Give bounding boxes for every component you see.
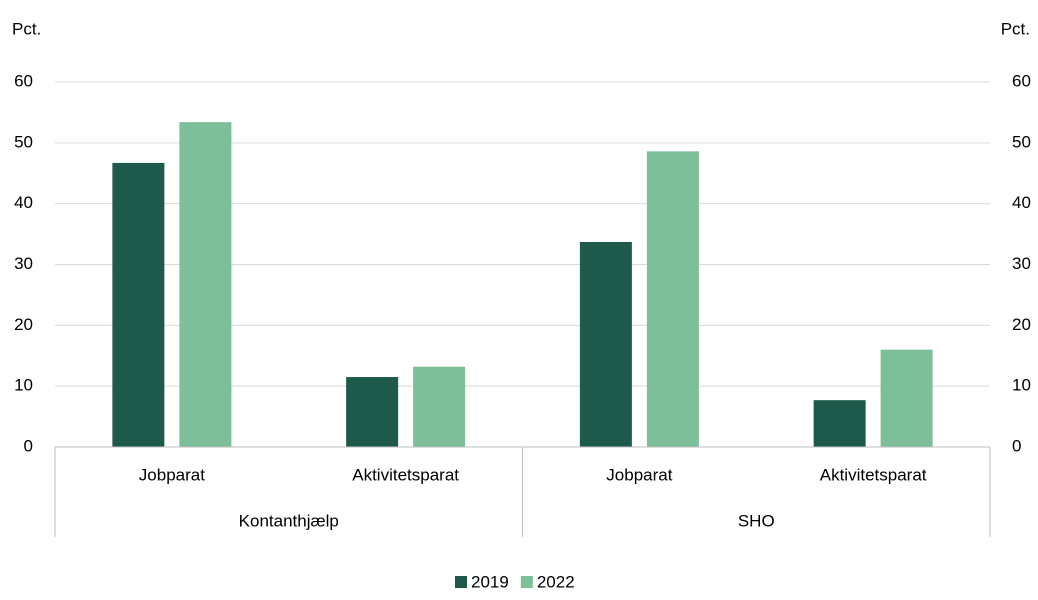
bar	[646, 151, 699, 447]
y-tick-label: 60	[14, 71, 33, 90]
y2-tick-label: 30	[1012, 254, 1031, 273]
y2-tick-label: 50	[1012, 132, 1031, 151]
y-tick-label: 40	[14, 193, 33, 212]
bar	[880, 349, 933, 447]
legend-label: 2019	[471, 572, 509, 591]
bar	[112, 162, 165, 448]
x-tick-label: Aktivitetsparat	[352, 465, 459, 484]
group-label: SHO	[738, 511, 775, 530]
y-tick-label: 10	[14, 376, 33, 395]
y2-tick-label: 20	[1012, 315, 1031, 334]
y-tick-label: 30	[14, 254, 33, 273]
y-tick-label: 0	[24, 436, 33, 455]
bar	[179, 122, 232, 448]
y2-tick-label: 40	[1012, 193, 1031, 212]
y-tick-label: 50	[14, 132, 33, 151]
y2-tick-label: 0	[1012, 436, 1021, 455]
legend-swatch	[520, 576, 533, 588]
x-tick-label: Aktivitetsparat	[820, 465, 927, 484]
y2-tick-label: 60	[1012, 71, 1031, 90]
x-tick-label: Jobparat	[606, 465, 672, 484]
legend-swatch	[455, 576, 467, 588]
bar	[413, 366, 466, 447]
legend-label: 2022	[537, 572, 575, 591]
bar	[579, 241, 632, 447]
bar	[346, 377, 399, 447]
y2-tick-label: 10	[1012, 376, 1031, 395]
y-tick-label: 20	[14, 315, 33, 334]
y-axis-label: Pct.	[12, 19, 41, 38]
bar	[813, 400, 866, 447]
x-tick-label: Jobparat	[139, 465, 205, 484]
y2-axis-label: Pct.	[1001, 19, 1030, 38]
group-label: Kontanthjælp	[239, 511, 339, 530]
